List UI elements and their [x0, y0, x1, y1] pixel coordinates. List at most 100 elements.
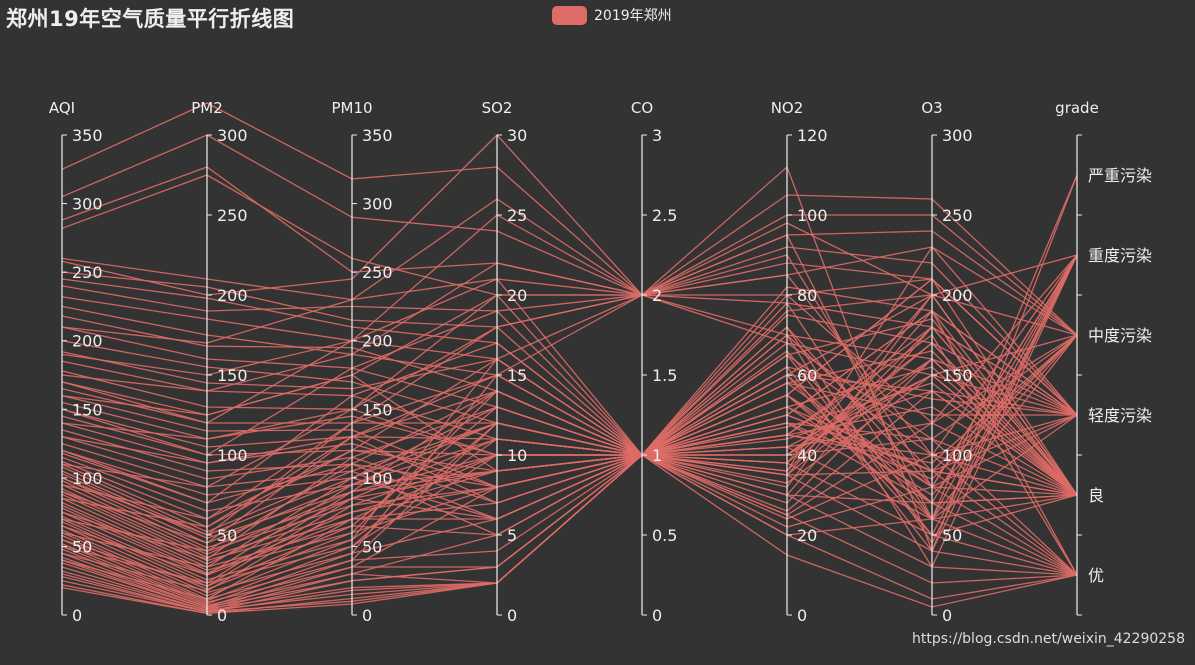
legend-swatch — [552, 5, 587, 25]
data-line — [61, 454, 1078, 615]
data-line — [61, 310, 1078, 592]
tick-label: 0 — [217, 606, 227, 625]
tick-label: 40 — [797, 446, 817, 465]
tick-label: 0 — [942, 606, 952, 625]
tick-label: 0 — [507, 606, 517, 625]
tick-label: 15 — [507, 366, 527, 385]
data-line — [61, 334, 1078, 600]
tick-label: 30 — [507, 126, 527, 145]
tick-label: 0 — [652, 606, 662, 625]
data-line — [61, 318, 1078, 544]
tick-label: 0 — [362, 606, 372, 625]
data-line — [61, 438, 1078, 607]
tick-label: 2.5 — [652, 206, 677, 225]
data-line — [61, 454, 1078, 613]
tick-label: 0 — [72, 606, 82, 625]
data-line — [61, 350, 1078, 560]
tick-label: 良 — [1088, 486, 1104, 505]
tick-label: 0.5 — [652, 526, 677, 545]
tick-label: 50 — [362, 537, 382, 556]
tick-label: 200 — [72, 332, 103, 351]
tick-label: 重度污染 — [1088, 246, 1152, 265]
tick-label: 300 — [942, 126, 973, 145]
watermark: https://blog.csdn.net/weixin_42290258 — [911, 631, 1185, 647]
data-line — [61, 434, 1078, 608]
chart-title: 郑州19年空气质量平行折线图 — [6, 7, 295, 31]
data-line — [61, 246, 1078, 440]
axis-name: PM10 — [331, 99, 372, 117]
tick-label: 严重污染 — [1088, 166, 1152, 185]
data-line — [61, 374, 1078, 544]
tick-label: 250 — [362, 263, 393, 282]
tick-label: 中度污染 — [1088, 326, 1152, 345]
tick-label: 200 — [217, 286, 248, 305]
legend-label: 2019年郑州 — [594, 8, 672, 24]
axis-name: grade — [1055, 99, 1099, 117]
tick-label: 350 — [362, 126, 393, 145]
tick-label: 0 — [797, 606, 807, 625]
tick-label: 3 — [652, 126, 662, 145]
tick-label: 300 — [362, 195, 393, 214]
data-line — [61, 198, 1078, 344]
data-line — [61, 314, 1078, 520]
data-line — [61, 254, 1078, 488]
tick-label: 2 — [652, 286, 662, 305]
tick-label: 100 — [72, 469, 103, 488]
data-line — [61, 294, 1078, 488]
data-lines — [61, 102, 1078, 615]
tick-label: 60 — [797, 366, 817, 385]
data-line — [61, 294, 1078, 440]
data-line — [61, 278, 1078, 456]
tick-label: 优 — [1088, 566, 1104, 585]
tick-label: 25 — [507, 206, 527, 225]
tick-label: 200 — [362, 332, 393, 351]
tick-label: 10 — [507, 446, 527, 465]
tick-label: 100 — [942, 446, 973, 465]
tick-label: 100 — [217, 446, 248, 465]
data-line — [61, 102, 1078, 553]
tick-label: 250 — [942, 206, 973, 225]
tick-label: 5 — [507, 526, 517, 545]
tick-label: 50 — [217, 526, 237, 545]
data-line — [61, 214, 1078, 392]
axis-name: O3 — [921, 99, 942, 117]
tick-label: 150 — [362, 400, 393, 419]
data-line — [61, 366, 1078, 576]
axis-name: NO2 — [771, 99, 804, 117]
data-line — [61, 286, 1078, 504]
data-line — [61, 390, 1078, 562]
tick-label: 100 — [362, 469, 393, 488]
tick-label: 50 — [72, 537, 92, 556]
data-line — [61, 254, 1078, 537]
legend-item[interactable]: 2019年郑州 — [552, 5, 672, 25]
tick-label: 300 — [72, 195, 103, 214]
data-line — [61, 262, 1078, 464]
tick-label: 200 — [942, 286, 973, 305]
axis-name: SO2 — [482, 99, 513, 117]
data-line — [61, 194, 1078, 376]
tick-label: 1 — [652, 446, 662, 465]
axis-name: AQI — [49, 99, 75, 117]
data-line — [61, 294, 1078, 568]
tick-label: 150 — [217, 366, 248, 385]
tick-label: 150 — [942, 366, 973, 385]
tick-label: 20 — [507, 286, 527, 305]
data-line — [61, 254, 1078, 456]
tick-label: 50 — [942, 526, 962, 545]
tick-label: 20 — [797, 526, 817, 545]
data-line — [61, 246, 1078, 424]
parallel-axes: AQI050100150200250300350PM20501001502002… — [49, 99, 1152, 625]
tick-label: 80 — [797, 286, 817, 305]
tick-label: 250 — [72, 263, 103, 282]
axis-name: PM2 — [191, 99, 223, 117]
tick-label: 250 — [217, 206, 248, 225]
tick-label: 350 — [72, 126, 103, 145]
data-line — [61, 334, 1078, 528]
tick-label: 100 — [797, 206, 828, 225]
data-line — [61, 278, 1078, 584]
tick-label: 1.5 — [652, 366, 677, 385]
data-line — [61, 230, 1078, 416]
axis-name: CO — [631, 99, 653, 117]
tick-label: 轻度污染 — [1088, 406, 1152, 425]
